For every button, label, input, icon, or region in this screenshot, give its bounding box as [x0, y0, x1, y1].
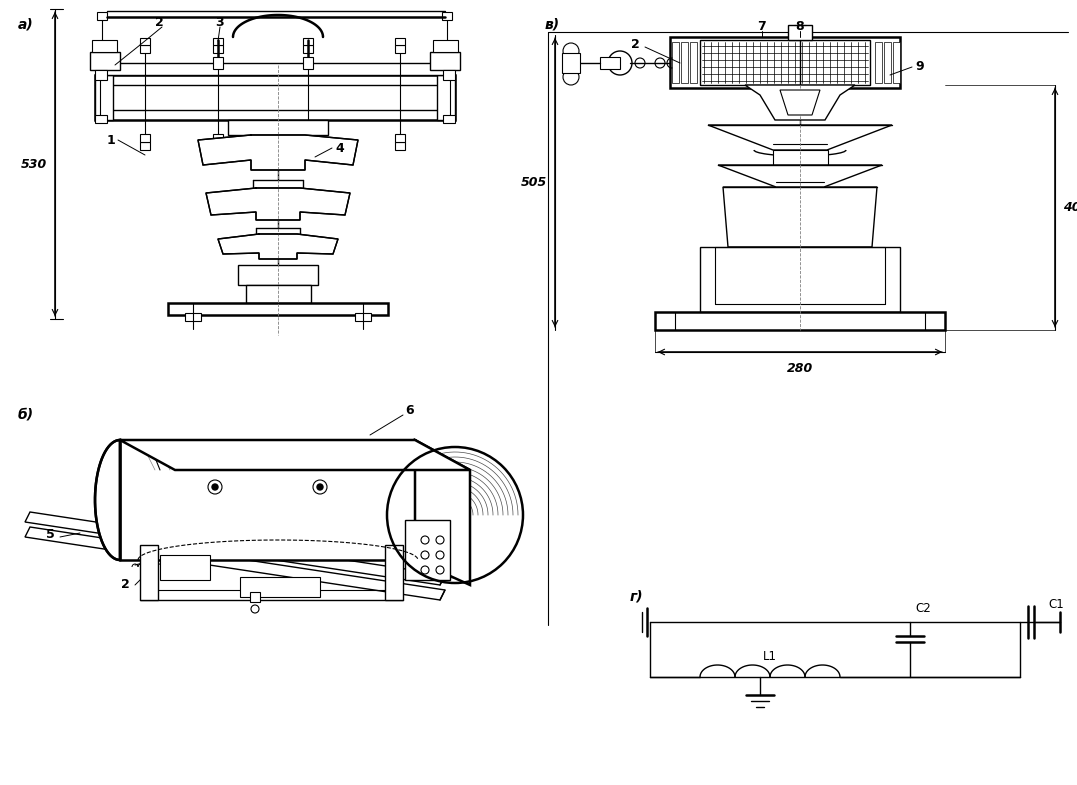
Text: 530: 530 — [20, 158, 47, 170]
Bar — [213, 142, 223, 150]
Text: а): а) — [18, 17, 33, 31]
Bar — [240, 577, 320, 597]
Bar — [250, 592, 260, 602]
Text: 505: 505 — [521, 176, 547, 189]
Bar — [437, 75, 454, 120]
Bar — [185, 313, 201, 321]
Bar — [92, 40, 117, 52]
Text: в): в) — [545, 17, 560, 31]
Bar — [160, 555, 210, 580]
Bar — [700, 40, 870, 85]
Polygon shape — [745, 85, 855, 120]
Bar — [213, 45, 223, 53]
Circle shape — [212, 484, 218, 490]
Bar — [303, 57, 313, 69]
Bar — [670, 37, 900, 88]
Text: 400: 400 — [1063, 201, 1077, 214]
Bar — [875, 42, 882, 83]
Bar — [672, 42, 679, 83]
Text: 7: 7 — [757, 20, 767, 34]
Text: 2: 2 — [122, 579, 130, 592]
Text: 5: 5 — [46, 528, 55, 542]
Bar — [443, 115, 454, 123]
Polygon shape — [25, 512, 445, 585]
Text: 8: 8 — [796, 20, 805, 34]
Bar — [395, 38, 405, 45]
Polygon shape — [718, 165, 882, 187]
Bar — [303, 134, 313, 142]
Bar — [95, 115, 107, 123]
Bar — [395, 45, 405, 53]
Polygon shape — [780, 90, 820, 115]
Bar — [690, 42, 697, 83]
Bar — [884, 42, 891, 83]
Bar — [168, 303, 388, 315]
Text: г): г) — [630, 590, 644, 604]
Bar — [443, 70, 454, 80]
Bar — [90, 52, 120, 70]
Text: 3: 3 — [215, 16, 224, 30]
Bar — [893, 42, 900, 83]
Bar — [95, 75, 113, 120]
Bar — [140, 134, 150, 142]
Bar — [788, 25, 812, 40]
Bar — [140, 142, 150, 150]
Bar — [140, 545, 158, 600]
Bar — [228, 120, 328, 135]
Text: L1: L1 — [763, 651, 777, 663]
Polygon shape — [415, 440, 470, 585]
Text: 2: 2 — [631, 38, 640, 52]
Text: 280: 280 — [787, 362, 813, 375]
Bar — [655, 312, 945, 330]
Polygon shape — [198, 135, 358, 170]
Bar — [246, 285, 311, 303]
Polygon shape — [206, 188, 350, 220]
Bar — [95, 75, 454, 120]
Polygon shape — [708, 125, 892, 150]
Bar — [681, 42, 688, 83]
Bar — [140, 38, 150, 45]
Bar — [700, 247, 900, 312]
Polygon shape — [120, 440, 470, 470]
Bar — [600, 57, 620, 69]
Bar — [395, 134, 405, 142]
Bar — [433, 40, 458, 52]
Polygon shape — [95, 440, 120, 560]
Polygon shape — [723, 187, 877, 247]
Text: 6: 6 — [405, 403, 414, 417]
Polygon shape — [25, 527, 445, 600]
Bar — [562, 53, 581, 73]
Bar — [213, 57, 223, 69]
Text: 1: 1 — [107, 133, 115, 147]
Polygon shape — [120, 440, 415, 560]
Text: C1: C1 — [1048, 597, 1064, 611]
Bar — [95, 70, 107, 80]
Bar — [442, 12, 452, 20]
Bar — [395, 142, 405, 150]
Bar — [384, 545, 403, 600]
Text: 4: 4 — [335, 141, 344, 155]
Bar — [97, 12, 107, 20]
Text: 9: 9 — [915, 60, 924, 74]
Bar — [213, 134, 223, 142]
Text: 2: 2 — [155, 16, 164, 30]
Bar — [140, 45, 150, 53]
Bar — [303, 142, 313, 150]
Bar — [100, 63, 450, 75]
Bar — [303, 45, 313, 53]
Circle shape — [317, 484, 323, 490]
Polygon shape — [218, 234, 338, 259]
Bar — [238, 265, 318, 285]
Bar — [773, 150, 828, 165]
Bar — [405, 520, 450, 580]
Text: C2: C2 — [915, 601, 931, 615]
Bar — [213, 38, 223, 45]
Bar — [303, 38, 313, 45]
Text: б): б) — [18, 408, 34, 422]
Bar — [430, 52, 460, 70]
Bar — [355, 313, 370, 321]
